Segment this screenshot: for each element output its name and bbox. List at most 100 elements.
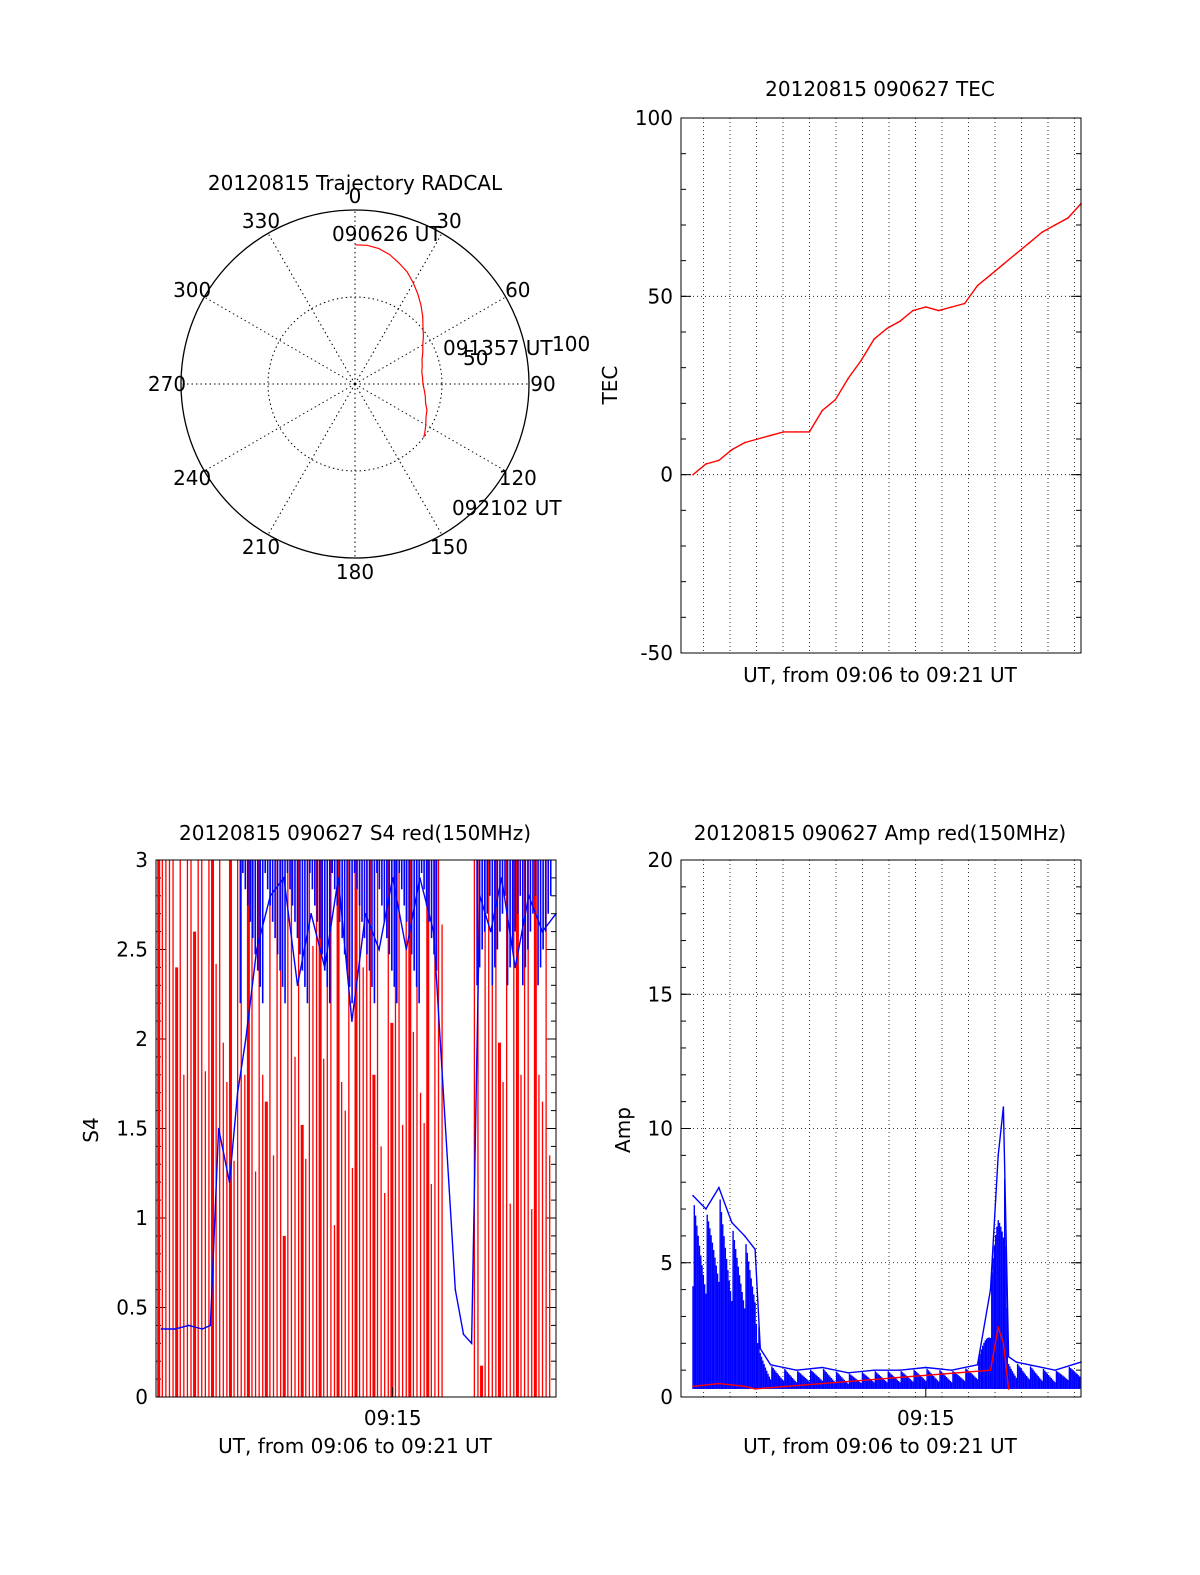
- trajectory-start-label: 090626 UT: [332, 222, 442, 246]
- s4-y-tick-label: 2.5: [116, 938, 148, 962]
- polar-spoke: [267, 233, 356, 385]
- amp-series-line-1: [692, 1326, 1010, 1390]
- s4-data-point: [283, 877, 285, 879]
- s4-data-point: [323, 966, 326, 969]
- s4-data-point: [236, 1091, 239, 1094]
- amp-data-point: [950, 1369, 953, 1371]
- tec-data-point: [731, 448, 733, 451]
- radius-label-50: 50: [463, 346, 488, 370]
- tec-y-tick-label: -50: [640, 641, 673, 665]
- polar-angle-label: 210: [242, 535, 280, 559]
- tec-data-point: [1054, 224, 1056, 226]
- s4-data-point: [228, 1181, 231, 1183]
- polar-grid: [180, 209, 530, 559]
- amp-data-point: [1007, 1388, 1010, 1390]
- amp-data-point: [754, 1388, 756, 1390]
- amp-data-point: [692, 1385, 694, 1388]
- tec-data-point: [743, 441, 746, 444]
- s4-title: 20120815 090627 S4 red(150MHz): [179, 821, 531, 845]
- tec-data-point: [989, 274, 992, 276]
- tec-data-point: [718, 459, 720, 462]
- s4-data-point: [500, 877, 503, 879]
- s4-y-ticks: 0 0.5 1 1.5 2 2.5 3: [116, 848, 556, 1409]
- amp-data-point: [873, 1369, 875, 1371]
- amp-data-point: [754, 1248, 756, 1251]
- amp-data-point: [989, 1369, 992, 1371]
- tec-data-point: [808, 431, 811, 433]
- tec-data-point: [1028, 242, 1031, 244]
- tec-xlabel: UT, from 09:06 to 09:21 UT: [743, 663, 1018, 687]
- s4-data-point: [378, 948, 380, 951]
- tec-data-point: [950, 306, 953, 308]
- s4-data-point: [470, 1342, 473, 1345]
- s4-y-tick-label: 0.5: [116, 1296, 148, 1320]
- s4-ylabel: S4: [79, 1117, 103, 1142]
- tec-data-point: [925, 306, 927, 308]
- s4-data-point: [351, 1020, 353, 1022]
- tec-data-point: [847, 377, 849, 380]
- s4-data-point: [432, 930, 435, 933]
- s4-data-point: [296, 984, 299, 987]
- polar-angle-label: 300: [173, 278, 211, 302]
- trajectory-end-label: 092102 UT: [452, 496, 562, 520]
- s4-data-point: [209, 1324, 212, 1327]
- s4-data-point: [391, 877, 394, 879]
- tec-series: [692, 202, 1082, 476]
- trajectory-line: [354, 244, 428, 438]
- tec-data-point: [795, 431, 798, 433]
- tec-y-ticks: -50 0 50 100: [635, 106, 1081, 665]
- s4-data-point: [217, 1127, 220, 1130]
- amp-data-point: [731, 1221, 733, 1224]
- s4-x-tick-label: 09:15: [364, 1406, 422, 1430]
- polar-angle-label: 240: [173, 466, 211, 490]
- tec-data-point: [756, 438, 759, 440]
- polar-angle-labels: 0 30 60 90 120 150 180 210 240 270 300 330: [148, 184, 556, 584]
- s4-y-tick-label: 3: [135, 848, 148, 872]
- amp-y-tick-label: 15: [648, 982, 673, 1006]
- amp-data-point: [989, 1288, 992, 1291]
- s4-data-point: [310, 912, 312, 915]
- amp-series: [692, 1106, 1082, 1397]
- amp-title: 20120815 090627 Amp red(150MHz): [694, 821, 1066, 845]
- s4-data-point: [174, 1328, 176, 1330]
- s4-data-point: [405, 948, 408, 951]
- tec-y-tick-label: 50: [648, 284, 673, 308]
- tec-data-point: [899, 320, 901, 323]
- amp-data-point: [743, 1235, 746, 1237]
- polar-spoke: [204, 296, 356, 385]
- tec-data-point: [1015, 252, 1018, 255]
- amp-data-point: [821, 1366, 824, 1369]
- tec-data-point: [692, 473, 694, 476]
- polar-outer-circle: [180, 209, 530, 559]
- amp-y-tick-label: 0: [660, 1385, 673, 1409]
- amp-data-point: [759, 1347, 762, 1350]
- amp-data-point: [1028, 1363, 1031, 1366]
- tec-title: 20120815 090627 TEC: [765, 77, 995, 101]
- polar-angle-label: 180: [336, 560, 374, 584]
- amp-ylabel: Amp: [611, 1107, 635, 1153]
- amp-data-point: [718, 1382, 720, 1385]
- tec-data-point: [886, 327, 888, 330]
- s4-data-point: [462, 1333, 465, 1336]
- s4-frame: [155, 859, 557, 1398]
- amp-data-point: [718, 1186, 720, 1189]
- tec-plot: 20120815 090627 TEC UT, from 09:06 to 09…: [598, 77, 1082, 687]
- amp-data-point: [1007, 1355, 1010, 1358]
- amp-data-point: [1054, 1369, 1056, 1371]
- tec-data-point: [1002, 263, 1005, 266]
- polar-angle-label: 270: [148, 372, 186, 396]
- amp-data-point: [795, 1369, 798, 1371]
- amp-data-point: [899, 1369, 901, 1371]
- s4-data-point: [364, 912, 367, 915]
- s4-plot: 20120815 090627 S4 red(150MHz) UT, from …: [79, 821, 557, 1458]
- polar-angle-label: 60: [505, 278, 530, 302]
- s4-data-point: [255, 948, 258, 951]
- tec-data-point: [860, 359, 862, 362]
- amp-data-point: [705, 1208, 707, 1210]
- s4-y-tick-label: 2: [135, 1027, 148, 1051]
- amp-data-point: [847, 1372, 849, 1374]
- polar-spoke: [267, 383, 356, 535]
- polar-spoke: [354, 296, 506, 385]
- tec-y-tick-label: 0: [660, 463, 673, 487]
- polar-angle-label: 30: [436, 209, 461, 233]
